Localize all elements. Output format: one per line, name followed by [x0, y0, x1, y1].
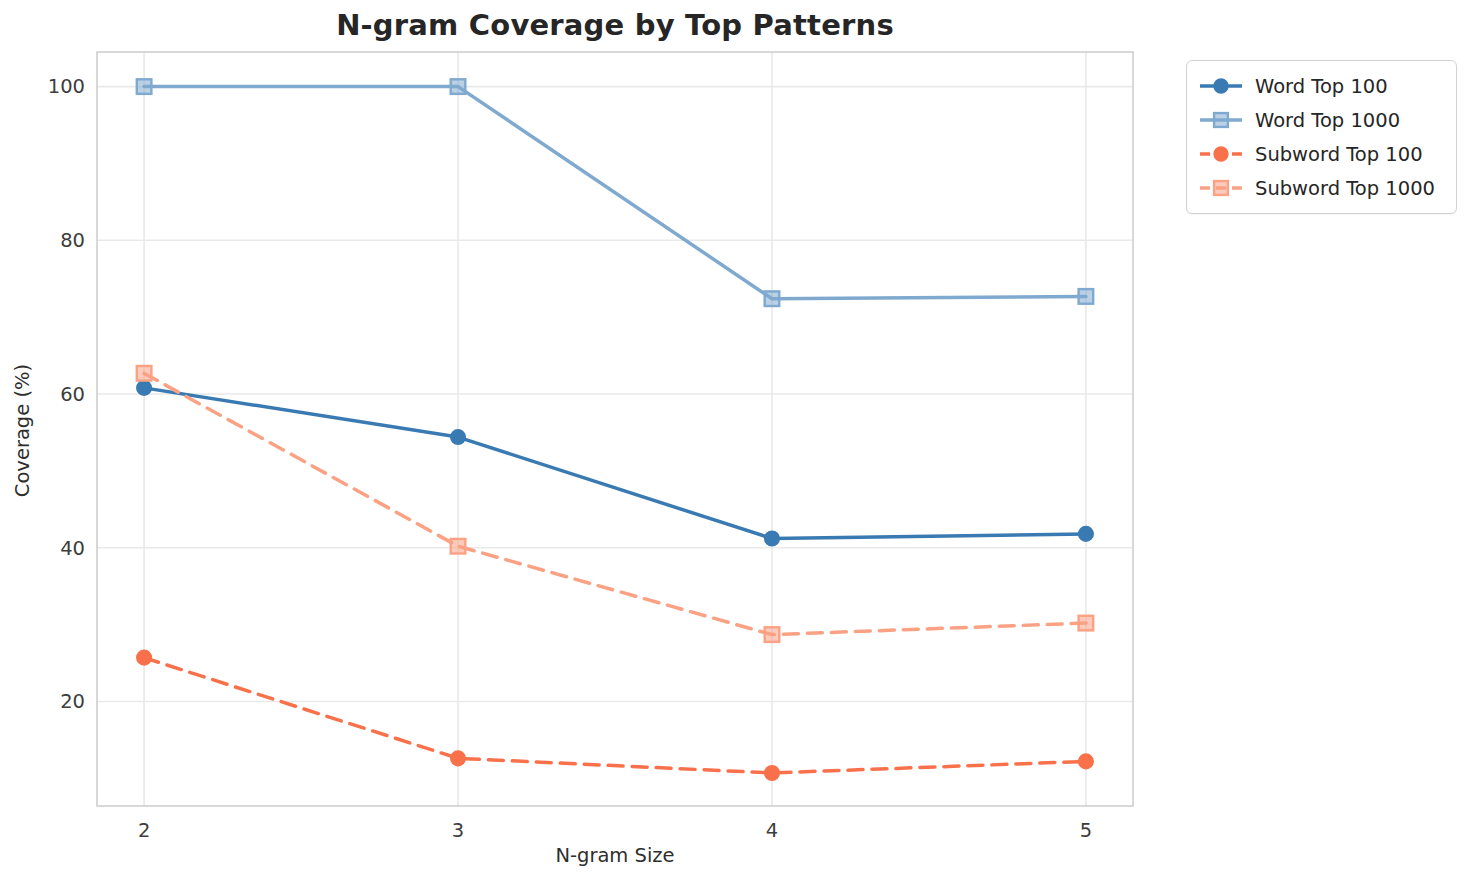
series-subword-top-1000	[137, 366, 1093, 642]
data-point-marker	[1079, 616, 1094, 631]
data-point-marker	[137, 650, 152, 665]
legend-label: Word Top 1000	[1255, 109, 1400, 132]
legend-item: Subword Top 100	[1197, 137, 1444, 171]
data-point-marker	[1214, 79, 1228, 93]
data-point-marker	[1079, 754, 1094, 769]
legend: Word Top 100 Word Top 1000 Subword Top 1…	[1186, 60, 1457, 214]
legend-label: Subword Top 100	[1255, 143, 1423, 166]
legend-item: Word Top 100	[1197, 69, 1444, 103]
series-line	[144, 388, 1086, 539]
data-point-marker	[765, 531, 780, 546]
y-axis-label: Coverage (%)	[11, 281, 34, 581]
data-point-marker	[137, 79, 152, 94]
legend-swatch-word-top-1000	[1197, 108, 1245, 132]
x-tick-label: 2	[138, 819, 150, 842]
legend-swatch-subword-top-100	[1197, 142, 1245, 166]
x-tick-label: 3	[452, 819, 464, 842]
legend-swatch-subword-top-1000	[1197, 176, 1245, 200]
data-point-marker	[765, 291, 780, 306]
data-point-marker	[451, 79, 466, 94]
y-tick-label: 40	[60, 537, 85, 560]
legend-label: Word Top 100	[1255, 75, 1388, 98]
data-point-marker	[137, 381, 152, 396]
y-tick-label: 80	[60, 229, 85, 252]
x-axis-label: N-gram Size	[97, 844, 1133, 867]
data-point-marker	[1079, 527, 1094, 542]
data-point-marker	[451, 430, 466, 445]
data-point-marker	[137, 366, 152, 381]
data-point-marker	[1214, 181, 1228, 195]
data-point-marker	[1214, 113, 1228, 127]
series-line	[144, 373, 1086, 634]
series-word-top-1000	[137, 79, 1093, 306]
data-point-marker	[451, 751, 466, 766]
legend-item: Subword Top 1000	[1197, 171, 1444, 205]
plot-frame	[97, 52, 1133, 806]
ngram-coverage-figure: N-gram Coverage by Top Patterns 20406080…	[0, 0, 1478, 885]
y-tick-label: 100	[48, 75, 85, 98]
legend-swatch-word-top-100	[1197, 74, 1245, 98]
data-point-marker	[451, 539, 466, 554]
series-line	[144, 658, 1086, 773]
x-tick-label: 4	[766, 819, 778, 842]
y-tick-label: 20	[60, 690, 85, 713]
x-tick-label: 5	[1080, 819, 1092, 842]
data-point-marker	[765, 766, 780, 781]
data-point-marker	[1214, 147, 1228, 161]
legend-item: Word Top 1000	[1197, 103, 1444, 137]
y-tick-label: 60	[60, 383, 85, 406]
data-point-marker	[765, 627, 780, 642]
legend-label: Subword Top 1000	[1255, 177, 1435, 200]
series-line	[144, 87, 1086, 299]
series-subword-top-100	[137, 650, 1093, 780]
series-word-top-100	[137, 381, 1093, 546]
data-point-marker	[1079, 289, 1094, 304]
